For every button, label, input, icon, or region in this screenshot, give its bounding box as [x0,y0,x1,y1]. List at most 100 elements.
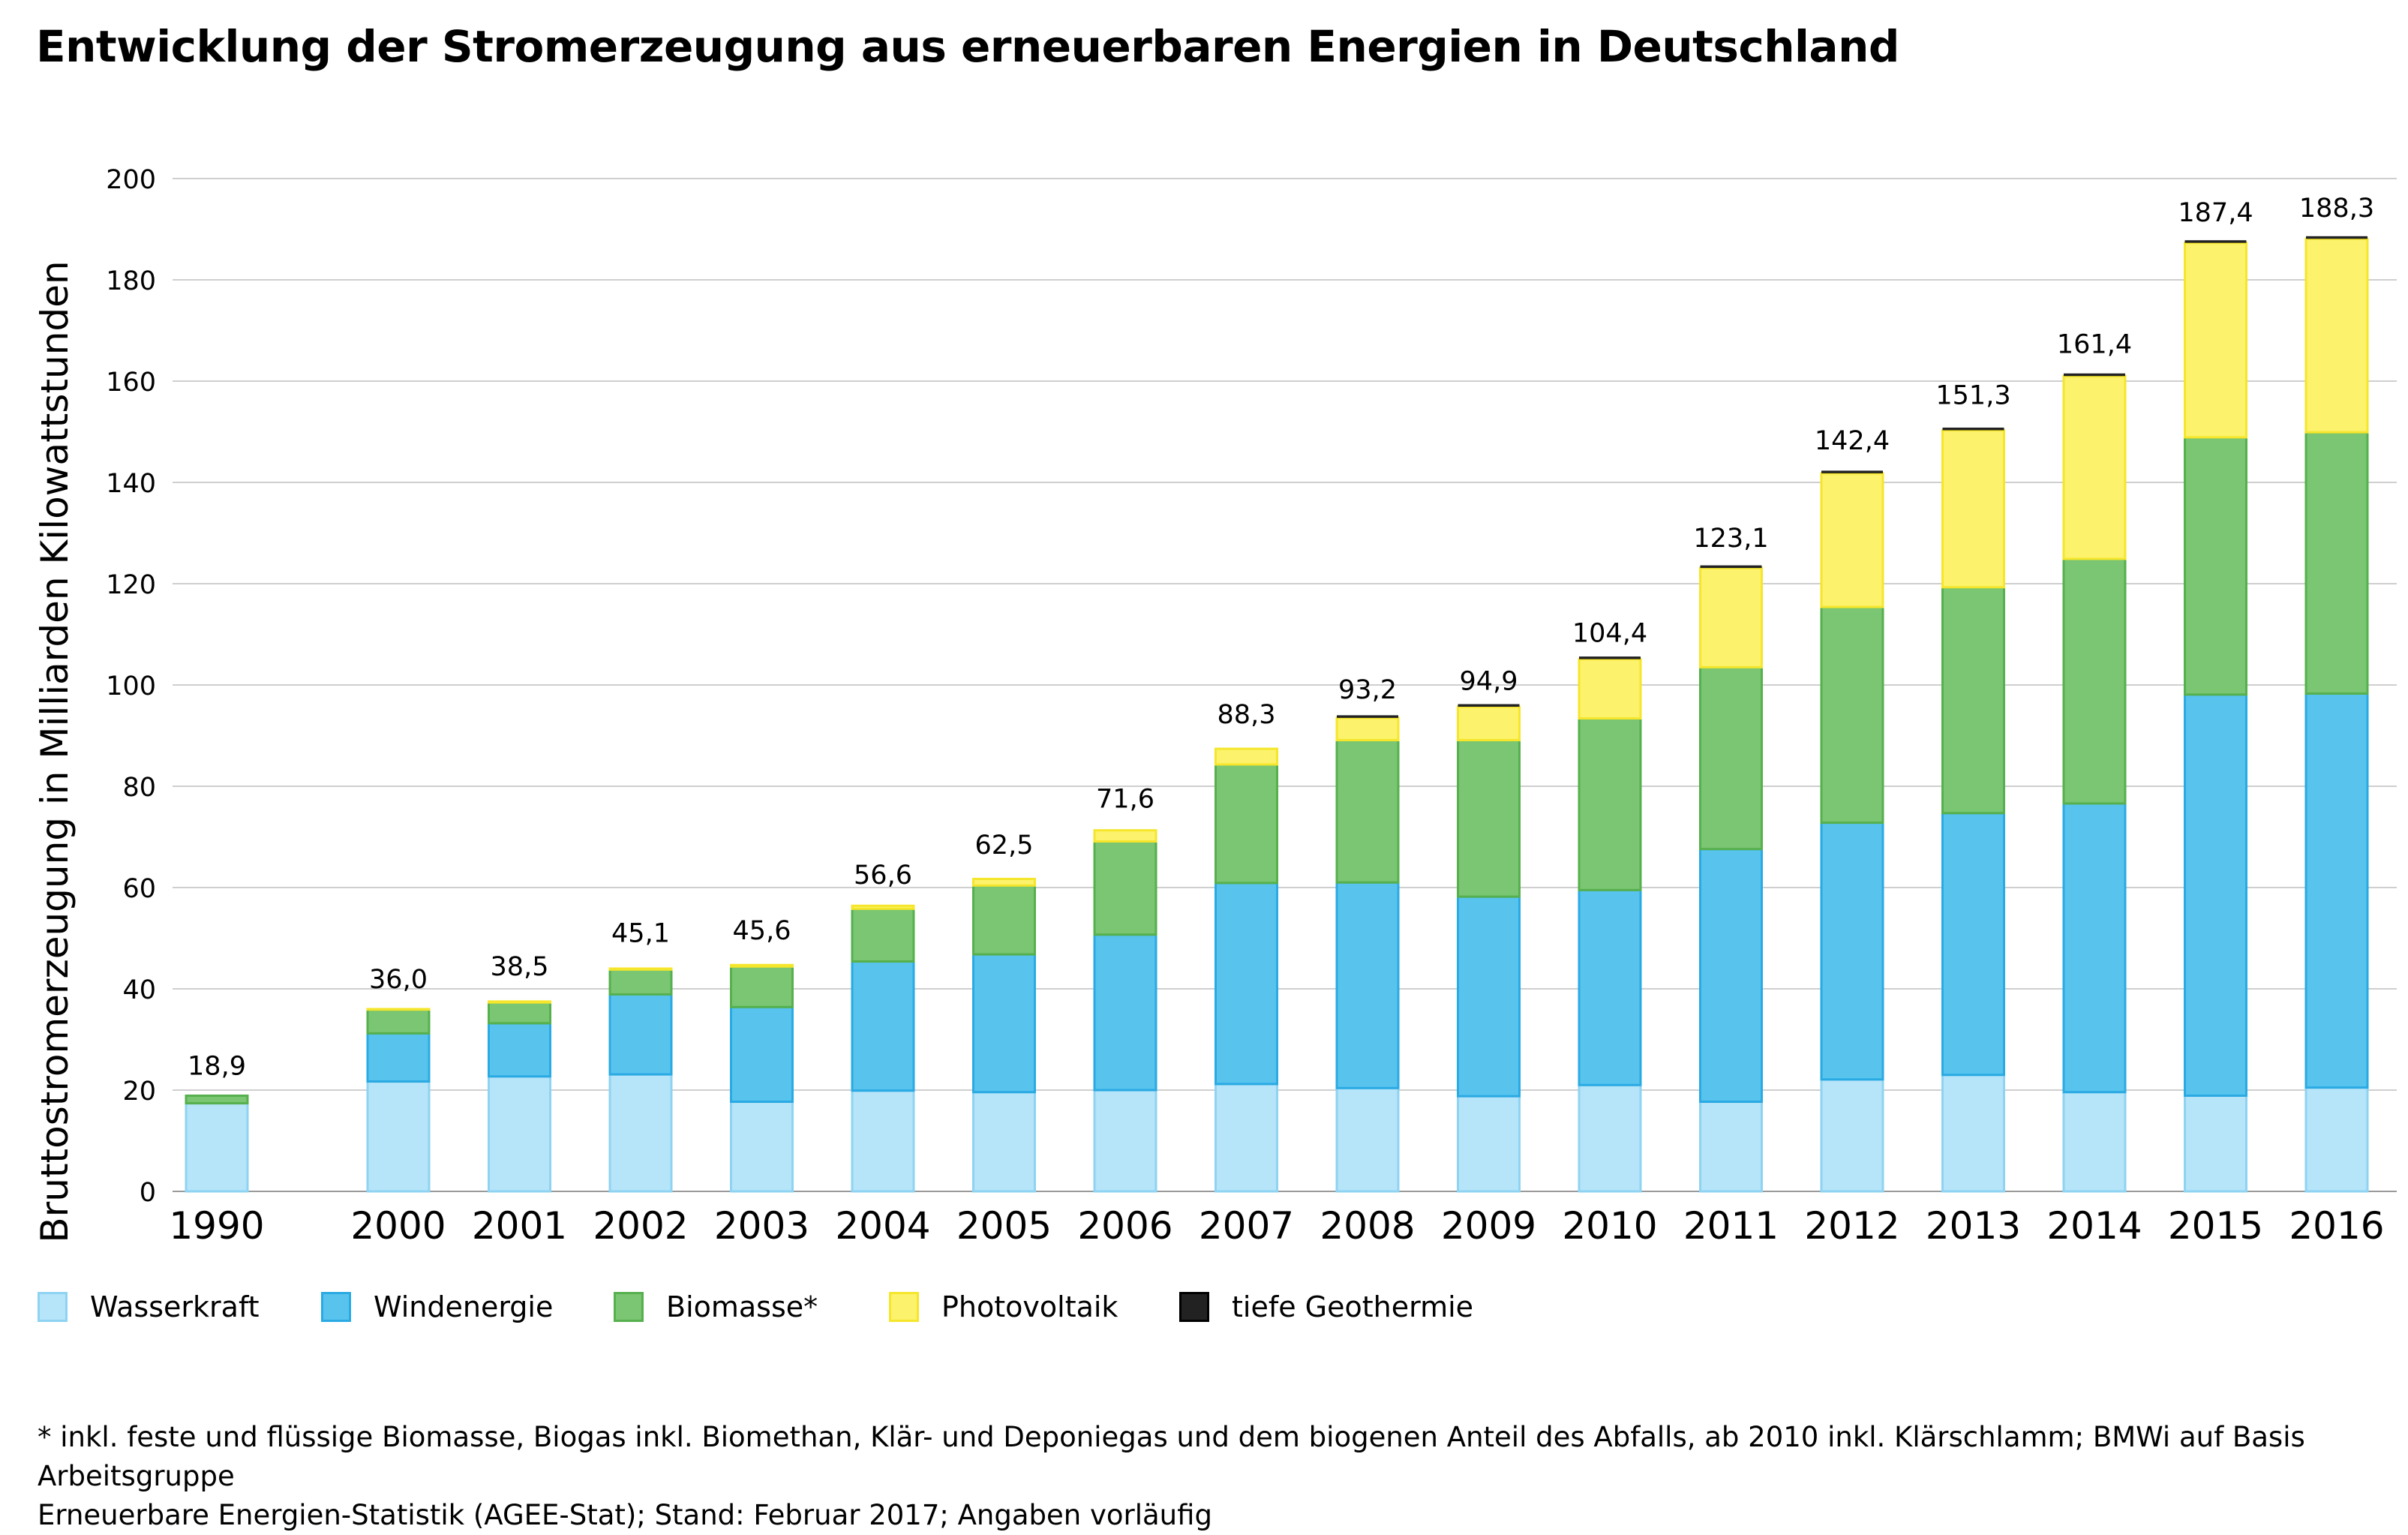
bar-segment-biomasse [1820,605,1884,825]
total-label: 38,5 [491,952,549,982]
bar-segment-biomasse [1941,586,2005,815]
legend-label: Biomasse* [666,1290,818,1323]
bar-segment-biomasse [2304,431,2369,695]
bar-segment-photovoltaik [2304,237,2369,434]
y-tick-label: 180 [106,266,156,296]
bar-segment-biomasse [972,884,1036,956]
total-label: 56,6 [854,861,912,891]
bar-stack-2012 [1820,470,1884,1193]
bar-segment-biomasse [1578,717,1642,891]
bar-segment-photovoltaik [972,878,1036,887]
y-tick-label: 120 [106,570,156,600]
legend-item: Biomasse* [614,1284,818,1329]
bar-stack-2008 [1335,715,1400,1193]
total-label: 45,6 [733,916,791,946]
bar-stack-2005 [972,878,1036,1193]
total-label: 18,9 [188,1051,246,1081]
footnote-line: Erneuerbare Energien-Statistik (AGEE-Sta… [38,1499,1212,1531]
bar-segment-photovoltaik [1215,747,1278,766]
bar-segment-photovoltaik [1335,716,1400,742]
x-tick-label: 2006 [1077,1204,1172,1248]
bar-segment-windenergie [1457,895,1521,1098]
bar-segment-biomasse [1335,739,1400,884]
x-tick-label: 2016 [2289,1204,2384,1248]
bar-segment-biomasse [1457,739,1521,898]
bar-segment-wasserkraft [1093,1089,1157,1193]
bar-segment-windenergie [2184,693,2247,1097]
legend-item: Windenergie [321,1284,553,1329]
bar-segment-photovoltaik [730,963,794,968]
bar-segment-biomasse [730,965,794,1008]
x-tick-label: 2001 [472,1204,567,1248]
bar-segment-photovoltaik [2184,242,2247,439]
bar-stack-2016 [2304,236,2369,1193]
x-axis-ticks: 1990 2000 2001 2002 2003 2004 2005 2006 2007 2008… [169,1204,2384,1248]
total-label: 62,5 [975,831,1034,861]
bar-segment-wasserkraft [1457,1095,1521,1193]
legend-swatch [38,1292,68,1322]
bar-segment-wasserkraft [185,1102,249,1193]
legend-swatch [321,1292,351,1322]
x-tick-label: 2012 [1804,1204,1899,1248]
x-tick-label: 2010 [1562,1204,1657,1248]
x-tick-label: 2005 [956,1204,1052,1248]
bar-segment-wasserkraft [1941,1074,2005,1193]
bar-segment-photovoltaik [1578,658,1642,720]
bar-stack-2001 [488,1000,551,1193]
bar-segment-wasserkraft [1699,1101,1763,1193]
bar-segment-wasserkraft [1578,1083,1642,1193]
total-label: 94,9 [1460,666,1518,696]
total-label: 151,3 [1935,381,2010,411]
bar-segment-biomasse [851,907,915,963]
bar-segment-photovoltaik [366,1008,431,1011]
bar-segment-tiefe-geothermie [1700,565,1762,569]
y-tick-label: 160 [106,368,156,398]
total-labels: 18,9 36,0 38,5 45,1 45,6 56,6 62,5 71,6 88,3 93,2… [188,194,2374,1081]
legend-label: tiefe Geothermie [1232,1290,1474,1323]
x-tick-label: 2003 [714,1204,809,1248]
bar-segment-windenergie [1215,882,1278,1086]
bar-segment-windenergie [1820,822,1884,1081]
bar-stack-2000 [366,1008,431,1193]
bar-segment-biomasse [2184,436,2247,696]
chart-title: Entwicklung der Stromerzeugung aus erneu… [36,21,1899,72]
bar-stack-1990 [185,1094,249,1193]
bar-segment-windenergie [1699,848,1763,1104]
y-tick-label: 200 [106,165,156,195]
bar-segment-wasserkraft [972,1091,1036,1193]
bar-segment-wasserkraft [730,1101,794,1193]
bar-segment-windenergie [1941,812,2005,1077]
bar-stack-2007 [1215,747,1278,1193]
total-label: 88,3 [1218,700,1276,730]
bar-stack-2003 [730,963,794,1193]
total-label: 161,4 [2057,330,2132,360]
bar-segment-biomasse [1699,665,1763,851]
bar-segment-wasserkraft [2304,1086,2369,1193]
bar-segment-windenergie [1335,881,1400,1089]
footnote-line: * inkl. feste und flüssige Biomasse, Bio… [38,1421,2305,1492]
bar-segment-wasserkraft [1335,1086,1400,1193]
bar-segment-wasserkraft [1820,1078,1884,1193]
x-tick-label: 2011 [1683,1204,1779,1248]
legend-item: tiefe Geothermie [1179,1284,1473,1329]
total-label: 187,4 [2178,198,2253,228]
x-tick-label: 2007 [1199,1204,1294,1248]
bar-stack-2004 [851,904,915,1193]
bar-segment-photovoltaik [1820,472,1884,608]
bar-segment-photovoltaik [851,904,915,910]
bar-stack-2009 [1457,704,1521,1193]
bar-segment-windenergie [608,993,673,1076]
bar-segment-tiefe-geothermie [1337,715,1398,718]
bar-segment-tiefe-geothermie [1942,427,2004,431]
bar-stack-2011 [1699,565,1763,1193]
y-tick-label: 100 [106,671,156,701]
y-tick-label: 140 [106,469,156,499]
bar-stack-2014 [2062,373,2127,1193]
y-axis-label: Bruttostromerzeugung in Milliarden Kilow… [33,260,77,1242]
bar-segment-biomasse [608,968,673,996]
bar-segment-biomasse [1093,840,1157,936]
x-tick-label: 2008 [1320,1204,1415,1248]
bar-segment-tiefe-geothermie [1821,470,1883,473]
y-tick-label: 40 [122,975,156,1005]
bars [185,236,2369,1193]
